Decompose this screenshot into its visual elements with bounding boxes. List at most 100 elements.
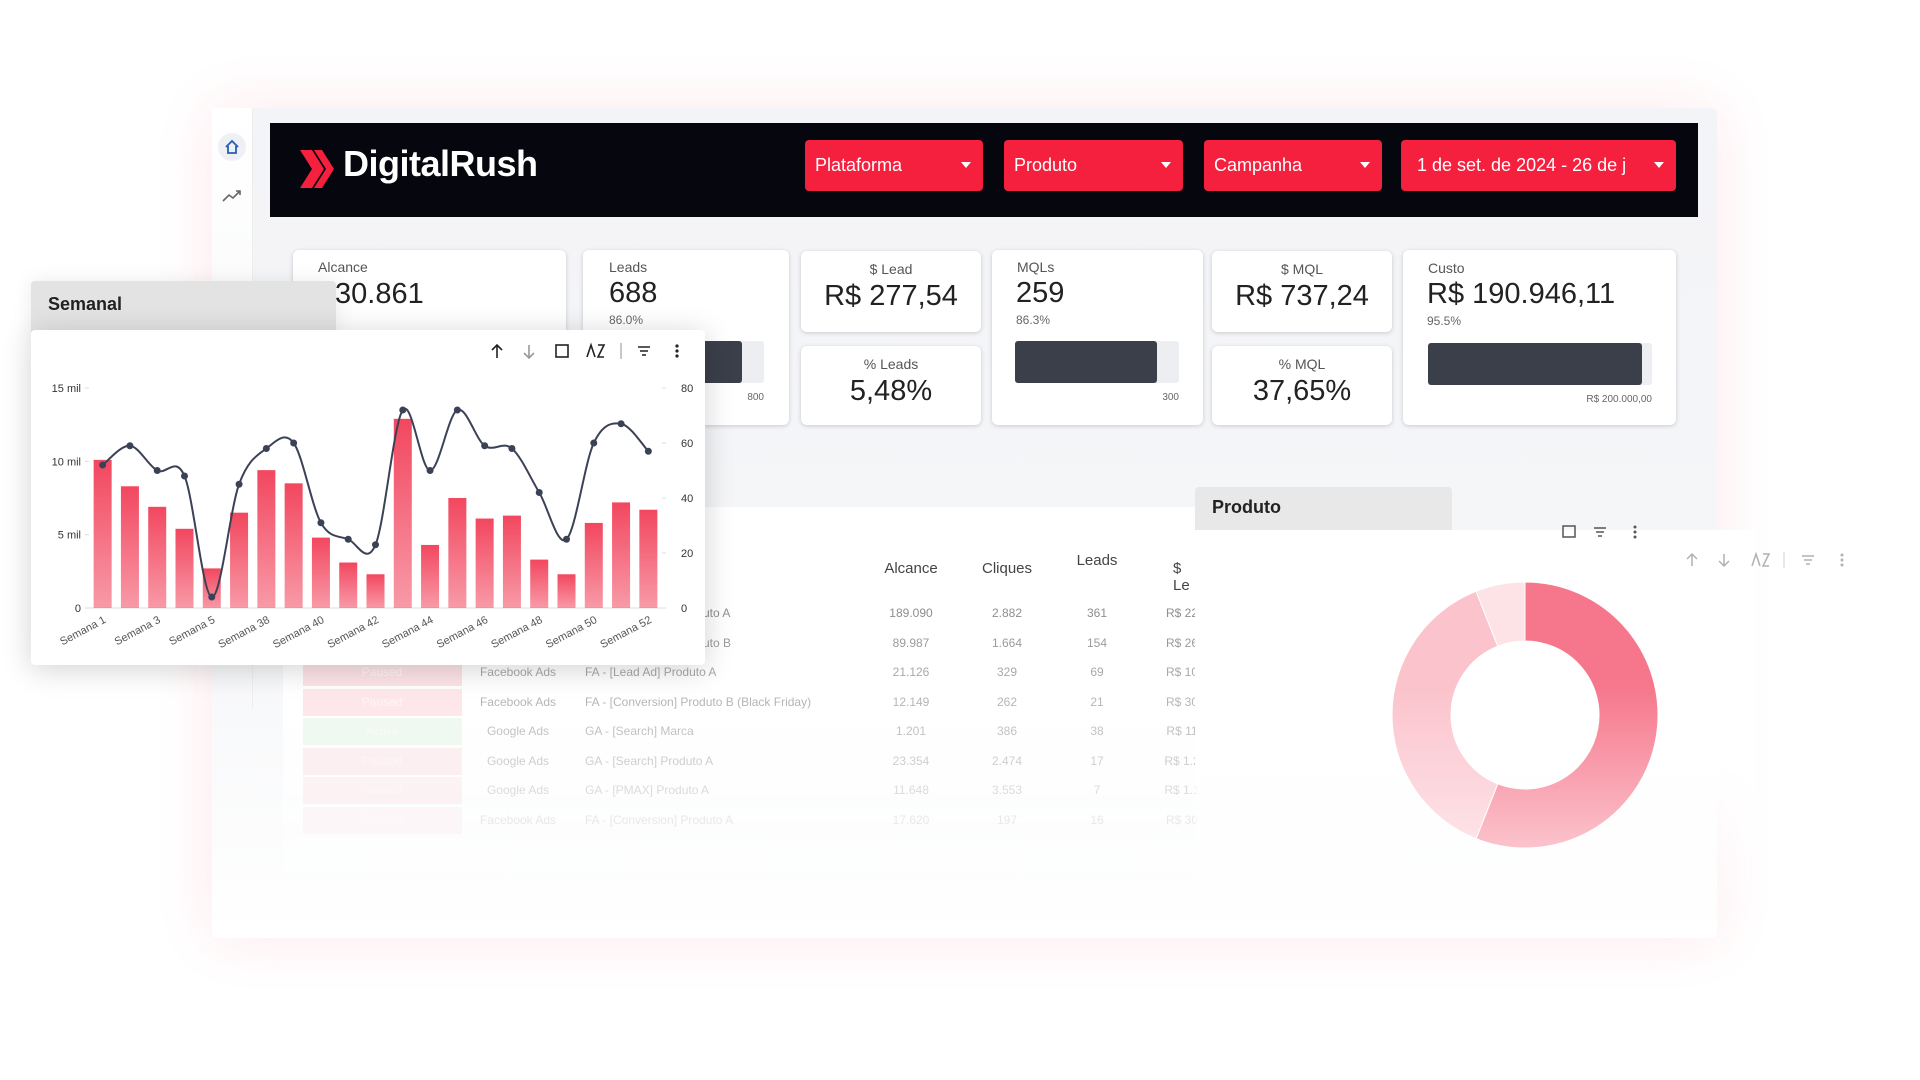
platform: Google Ads <box>486 783 550 797</box>
kpi-value: 688 <box>609 277 658 309</box>
filter-label: Produto <box>1014 155 1078 175</box>
kpi-value: 37,65% <box>1252 375 1352 407</box>
cell: R$ 10 <box>1165 665 1199 679</box>
sort-up-icon[interactable] <box>1686 552 1698 566</box>
cell: 38 <box>1090 724 1104 738</box>
more-icon[interactable] <box>675 344 679 358</box>
sort-az-icon[interactable] <box>1751 551 1771 567</box>
bar <box>284 483 303 608</box>
y2-tick-label: 20 <box>681 548 693 560</box>
chart-toolbar <box>491 342 679 360</box>
status: Paused <box>361 694 403 709</box>
bar <box>530 559 549 608</box>
kpi-label: Custo <box>1428 260 1465 276</box>
status-cell <box>303 688 462 716</box>
x-tick-label: Semana 46 <box>435 614 490 651</box>
bar <box>366 574 385 608</box>
platform: Google Ads <box>486 753 550 768</box>
kpi-card: % Leads 5,48% <box>801 346 981 425</box>
y-tick-label: 10 mil <box>52 456 81 468</box>
bar <box>584 522 603 608</box>
trend-icon[interactable] <box>220 186 244 206</box>
filter-icon[interactable] <box>1802 555 1814 565</box>
kpi-percent: 95.5% <box>1427 314 1462 328</box>
cell: 69 <box>1090 665 1104 679</box>
kpi-percent: 86.0% <box>609 313 644 327</box>
cell: 16 <box>1090 812 1104 827</box>
platform: Facebook Ads <box>479 694 557 709</box>
line-point <box>317 519 325 527</box>
cell: 21.126 <box>892 665 930 679</box>
kpi-target: 300 <box>1162 392 1179 403</box>
cell: 12.149 <box>892 694 930 709</box>
line-point <box>617 420 625 428</box>
bar <box>148 506 167 608</box>
logo-mark <box>300 150 334 188</box>
bar <box>230 512 249 608</box>
chart-type-icon[interactable] <box>555 344 569 358</box>
filter-dropdown[interactable]: Plataforma <box>805 140 983 191</box>
date-range-dropdown[interactable]: 1 de set. de 2024 - 26 de j <box>1401 140 1676 191</box>
x-tick-label: Semana 48 <box>489 614 544 651</box>
chart-type-icon[interactable] <box>1562 525 1576 538</box>
cell: 154 <box>1086 635 1108 650</box>
cell: 21 <box>1090 694 1104 709</box>
bar <box>475 518 494 608</box>
kpi-label: $ Lead <box>869 261 913 277</box>
bar <box>639 509 658 608</box>
kpi-card: % MQL 37,65% <box>1212 346 1392 425</box>
platform: Facebook Ads <box>479 665 557 679</box>
bar <box>448 498 467 608</box>
line-point <box>208 593 216 601</box>
campaign: GA - [PMAX] Produto A <box>585 783 710 797</box>
more-icon[interactable] <box>1633 525 1637 539</box>
platform: Facebook Ads <box>479 812 557 827</box>
filter-dropdown[interactable]: Campanha <box>1204 140 1382 191</box>
cell: 1.664 <box>991 635 1023 650</box>
filter-dropdown[interactable]: Produto <box>1004 140 1183 191</box>
kpi-label: % Leads <box>863 356 919 372</box>
x-tick-label: Semana 3 <box>113 614 163 648</box>
line-point <box>99 461 107 469</box>
cell: 23.354 <box>892 753 930 768</box>
progress-bar <box>1015 341 1157 383</box>
line-point <box>153 467 161 474</box>
line-point <box>181 472 188 480</box>
bar <box>339 562 358 608</box>
line-point <box>344 535 352 543</box>
filter-icon[interactable] <box>638 346 650 356</box>
status: Paused <box>361 812 403 827</box>
campaign: FA - [Conversion] Produto B (Black Frida… <box>585 694 812 709</box>
home-icon[interactable] <box>216 131 248 163</box>
y-tick-label: 5 mil <box>58 530 81 542</box>
line-point <box>535 489 543 496</box>
x-tick-label: Semana 44 <box>380 614 435 651</box>
sort-az-icon[interactable] <box>586 342 606 358</box>
sort-down-icon[interactable] <box>523 345 535 360</box>
cell: 2.882 <box>991 606 1023 620</box>
campaign: uto A <box>703 606 731 620</box>
sort-up-icon[interactable] <box>491 343 503 358</box>
cell: 197 <box>996 812 1018 827</box>
bar <box>502 515 521 608</box>
filter-icon[interactable] <box>1594 527 1606 537</box>
donut-chart <box>1380 570 1670 860</box>
campaign: FA - [Conversion] Produto A <box>585 812 734 827</box>
cell: R$ 1.2 <box>1164 753 1200 768</box>
x-tick-label: Semana 1 <box>58 614 108 648</box>
column-header: Leads <box>1076 552 1118 569</box>
kpi-value: R$ 737,24 <box>1235 280 1369 312</box>
status-cell <box>303 718 462 745</box>
kpi-value: R$ 190.946,11 <box>1427 278 1616 310</box>
cell: 11.648 <box>893 783 929 797</box>
campaign: GA - [Search] Marca <box>585 724 694 738</box>
more-icon[interactable] <box>1840 553 1844 567</box>
cell: 2.474 <box>991 753 1023 768</box>
y-tick-label: 0 <box>75 603 81 615</box>
y2-tick-label: 80 <box>681 383 693 395</box>
x-tick-label: Semana 52 <box>598 614 653 651</box>
line-point <box>235 480 243 488</box>
sort-down-icon[interactable] <box>1718 554 1730 568</box>
line-point <box>372 541 379 549</box>
